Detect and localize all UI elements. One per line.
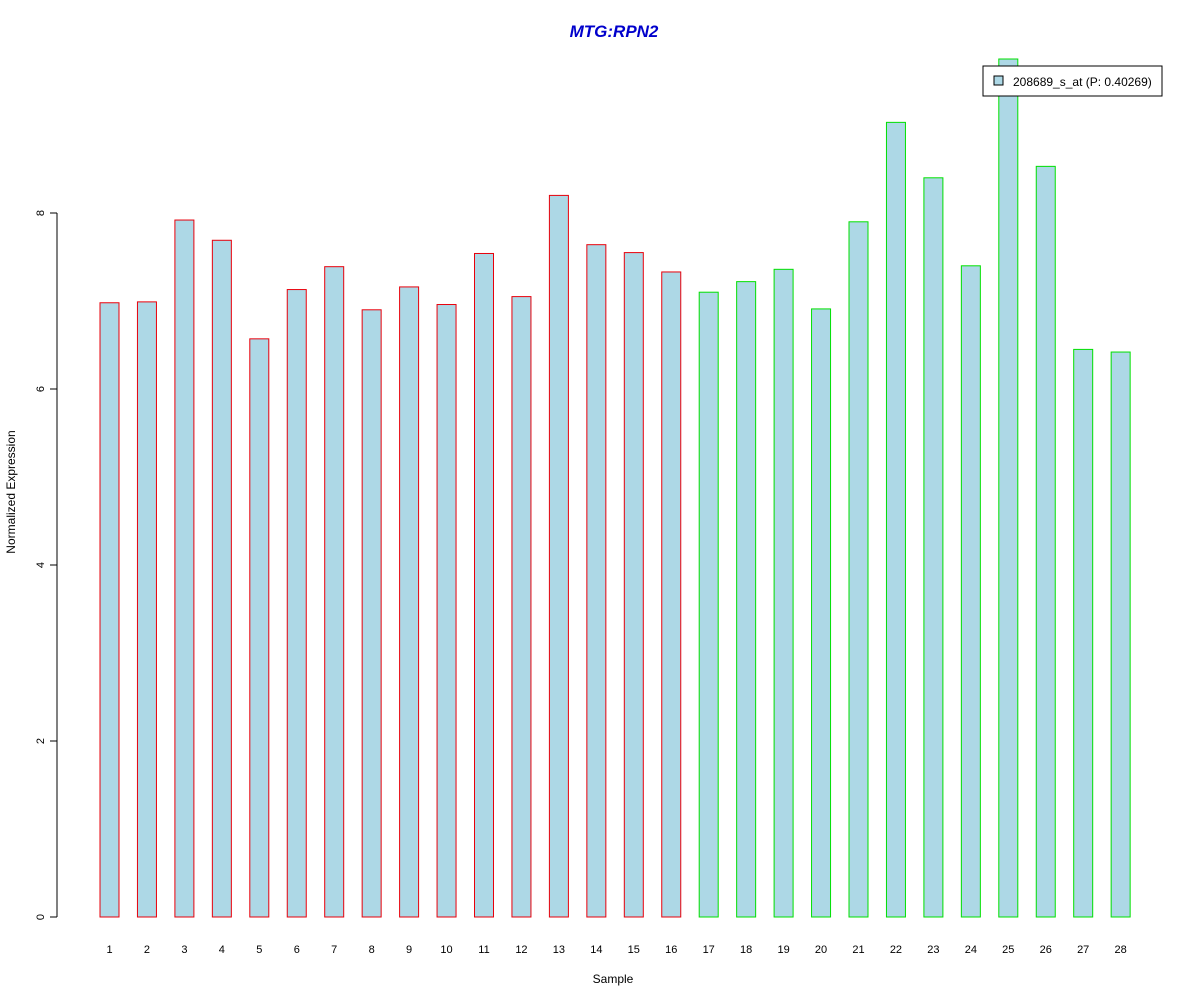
bar-sample-24	[960, 265, 981, 918]
x-axis-label: Sample	[593, 972, 634, 986]
x-tick-labels: 1 2 3 4 5 6 7 8 9 10 11 12 13 14 15 16 17 18 19 20 21 22 23 24 2…	[106, 944, 1126, 956]
bar-sample-8	[361, 309, 382, 918]
x-tick-label: 15	[628, 944, 640, 956]
x-tick-label: 13	[553, 944, 565, 956]
x-tick-label: 9	[406, 944, 412, 956]
chart-title: MTG:RPN2	[570, 22, 659, 41]
bar-sample-21	[848, 221, 869, 918]
bar-sample-2	[136, 301, 157, 918]
x-tick-label: 5	[256, 944, 262, 956]
bar-sample-28	[1110, 351, 1131, 918]
bar-sample-12	[511, 296, 532, 918]
legend: 208689_s_at (P: 0.40269)	[982, 65, 1163, 97]
bar-sample-13	[548, 194, 569, 918]
x-tick-label: 10	[440, 944, 452, 956]
bar-sample-3	[174, 219, 195, 918]
x-tick-label: 23	[927, 944, 939, 956]
bar-sample-1	[99, 302, 120, 918]
x-tick-label: 6	[294, 944, 300, 956]
bar-sample-7	[324, 266, 345, 918]
bar-sample-17	[698, 291, 719, 918]
x-tick-label: 11	[478, 944, 489, 956]
legend-box	[982, 65, 1163, 97]
bar-sample-10	[436, 304, 457, 918]
x-tick-label: 18	[740, 944, 752, 956]
bars-group	[99, 58, 1131, 918]
bar-sample-18	[736, 281, 757, 918]
x-tick-label: 3	[181, 944, 187, 956]
y-axis-label: Normalized Expression	[4, 430, 18, 553]
x-tick-label: 21	[852, 944, 864, 956]
bar-sample-20	[811, 308, 832, 918]
y-tick-label: 0	[35, 914, 47, 920]
x-tick-label: 14	[590, 944, 602, 956]
x-tick-label: 17	[703, 944, 715, 956]
x-tick-label: 1	[106, 944, 112, 956]
x-tick-label: 28	[1115, 944, 1127, 956]
x-tick-label: 16	[665, 944, 677, 956]
bar-sample-6	[286, 289, 307, 918]
bar-sample-11	[474, 252, 494, 918]
bar-sample-27	[1073, 348, 1094, 918]
x-tick-label: 8	[369, 944, 375, 956]
y-tick-label: 2	[35, 738, 47, 744]
x-tick-label: 20	[815, 944, 827, 956]
y-tick-label: 8	[35, 210, 47, 216]
bar-sample-14	[586, 244, 607, 918]
x-tick-label: 24	[965, 944, 977, 956]
bar-sample-5	[249, 338, 270, 918]
bar-sample-23	[923, 177, 944, 918]
bar-sample-16	[661, 271, 682, 918]
bar-sample-22	[885, 121, 906, 918]
y-axis: 0 2 4 6 8	[35, 210, 58, 920]
x-tick-label: 26	[1040, 944, 1052, 956]
bar-sample-15	[623, 252, 644, 918]
x-tick-label: 12	[515, 944, 527, 956]
x-tick-label: 2	[144, 944, 150, 956]
bar-sample-25	[998, 58, 1019, 918]
x-tick-label: 19	[777, 944, 789, 956]
x-tick-label: 7	[331, 944, 337, 956]
x-tick-label: 22	[890, 944, 902, 956]
bar-sample-26	[1035, 165, 1056, 918]
legend-swatch	[993, 75, 1004, 86]
x-tick-label: 25	[1002, 944, 1014, 956]
x-tick-label: 4	[219, 944, 225, 956]
y-tick-label: 4	[35, 562, 47, 568]
bar-sample-19	[773, 268, 794, 918]
y-tick-label: 6	[35, 386, 47, 392]
legend-label: 208689_s_at (P: 0.40269)	[1013, 75, 1152, 89]
x-tick-label: 27	[1077, 944, 1089, 956]
bar-sample-9	[399, 286, 420, 918]
bar-sample-4	[211, 239, 232, 918]
